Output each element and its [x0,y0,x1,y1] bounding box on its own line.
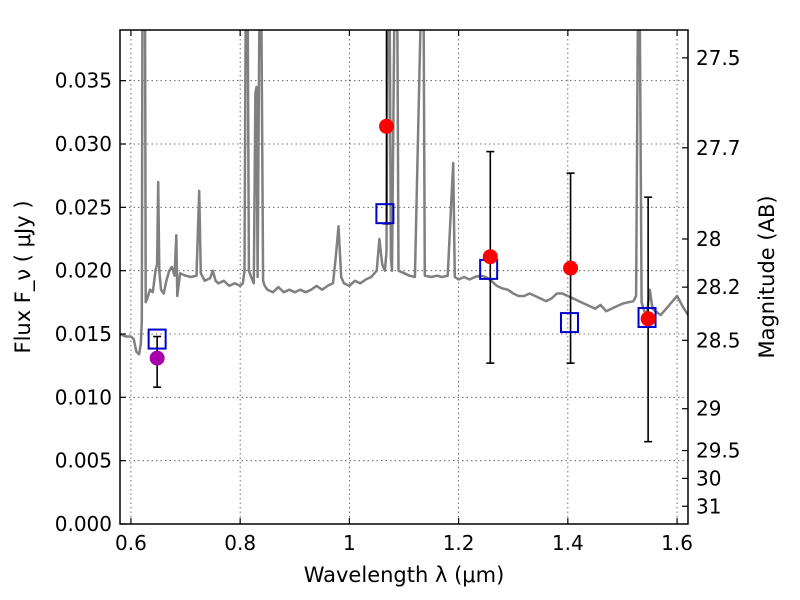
magnitude-tick-label: 27.5 [696,46,741,70]
x-tick-label: 1.2 [443,531,475,555]
magnitude-tick-label: 31 [696,494,721,518]
x-axis-label: Wavelength λ (μm) [304,563,505,587]
circle-marker [640,311,656,327]
magnitude-tick-label: 29 [696,397,721,421]
y-axis-ticks: 0.000 0.005 0.010 0.015 0.020 0.025 0.030 0.035 [55,69,126,536]
y-tick-label: 0.010 [55,385,112,409]
x-tick-label: 0.6 [115,531,147,555]
magnitude-tick-label: 27.7 [696,136,741,160]
magnitude-tick-label: 30 [696,466,721,490]
x-tick-label: 1 [343,531,356,555]
model-spectrum-layer [120,30,688,356]
magnitude-tick-label: 28.5 [696,328,741,352]
y-tick-label: 0.030 [55,132,112,156]
y-tick-label: 0.015 [55,322,112,346]
magnitude-axis-ticks: 27.5 27.7 28 28.2 28.5 29 29.5 30 31 [682,46,741,518]
x-tick-label: 1.6 [661,531,693,555]
x-tick-label: 1.4 [552,531,584,555]
magnitude-tick-label: 28 [696,227,721,251]
square-marker [147,328,167,350]
y-tick-label: 0.020 [55,259,112,283]
circle-marker [482,249,498,265]
model-spectrum-line [120,30,688,356]
x-axis-ticks: 0.6 0.8 1 1.2 1.4 1.6 [115,30,693,555]
y-tick-label: 0.005 [55,449,112,473]
magnitude-tick-label: 28.2 [696,275,741,299]
circle-marker [149,350,165,366]
square-marker [637,307,657,329]
magnitude-tick-label: 29.5 [696,439,741,463]
error-bar-layer [153,30,653,443]
square-marker [559,312,579,334]
y-tick-label: 0.000 [55,512,112,536]
x-tick-label: 0.8 [224,531,256,555]
square-marker [375,203,395,225]
y-tick-label: 0.025 [55,195,112,219]
magnitude-axis-label: Magnitude (AB) [755,195,779,358]
circle-marker [379,118,395,134]
data-point-layer [147,118,657,366]
plot-frame [119,29,689,525]
y-axis-label: Flux F_ν ( μJy ) [11,200,36,353]
circle-marker [563,260,579,276]
grid-lines [120,30,688,524]
y-tick-label: 0.035 [55,69,112,93]
